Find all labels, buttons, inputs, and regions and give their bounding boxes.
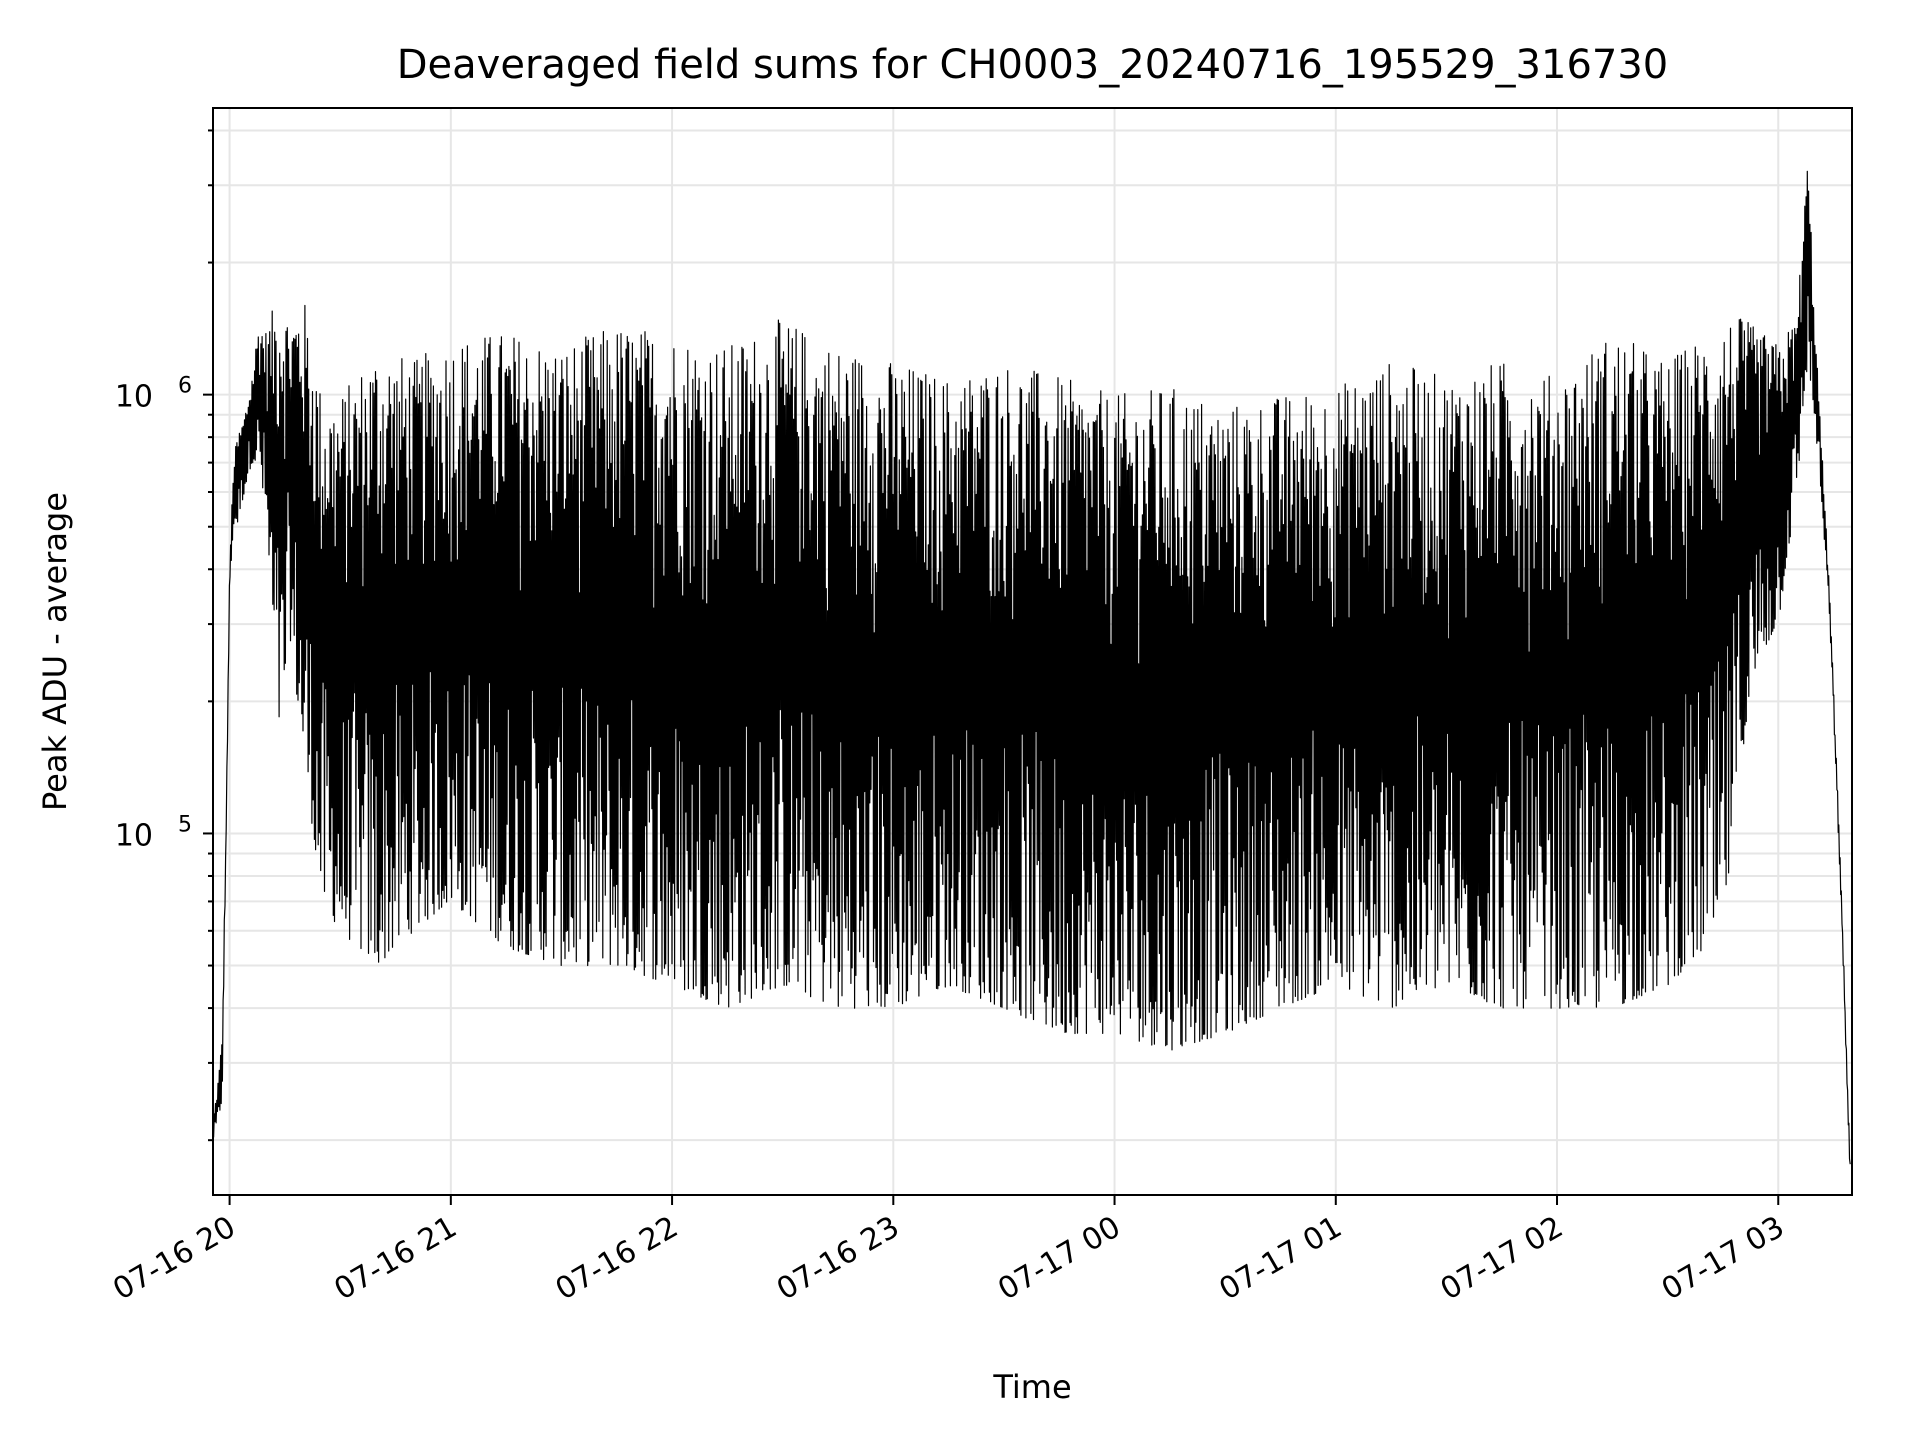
plot-frame: [212, 107, 1853, 1196]
chart-title: Deaveraged field sums for CH0003_2024071…: [397, 42, 1669, 88]
y-tick-exponent: 5: [178, 812, 192, 837]
series: [212, 170, 1851, 1165]
series-line: [212, 170, 1851, 1165]
y-tick-exponent: 6: [178, 374, 192, 399]
x-axis-title: Time: [992, 1368, 1071, 1406]
y-axis-title: Peak ADU - average: [36, 492, 74, 811]
